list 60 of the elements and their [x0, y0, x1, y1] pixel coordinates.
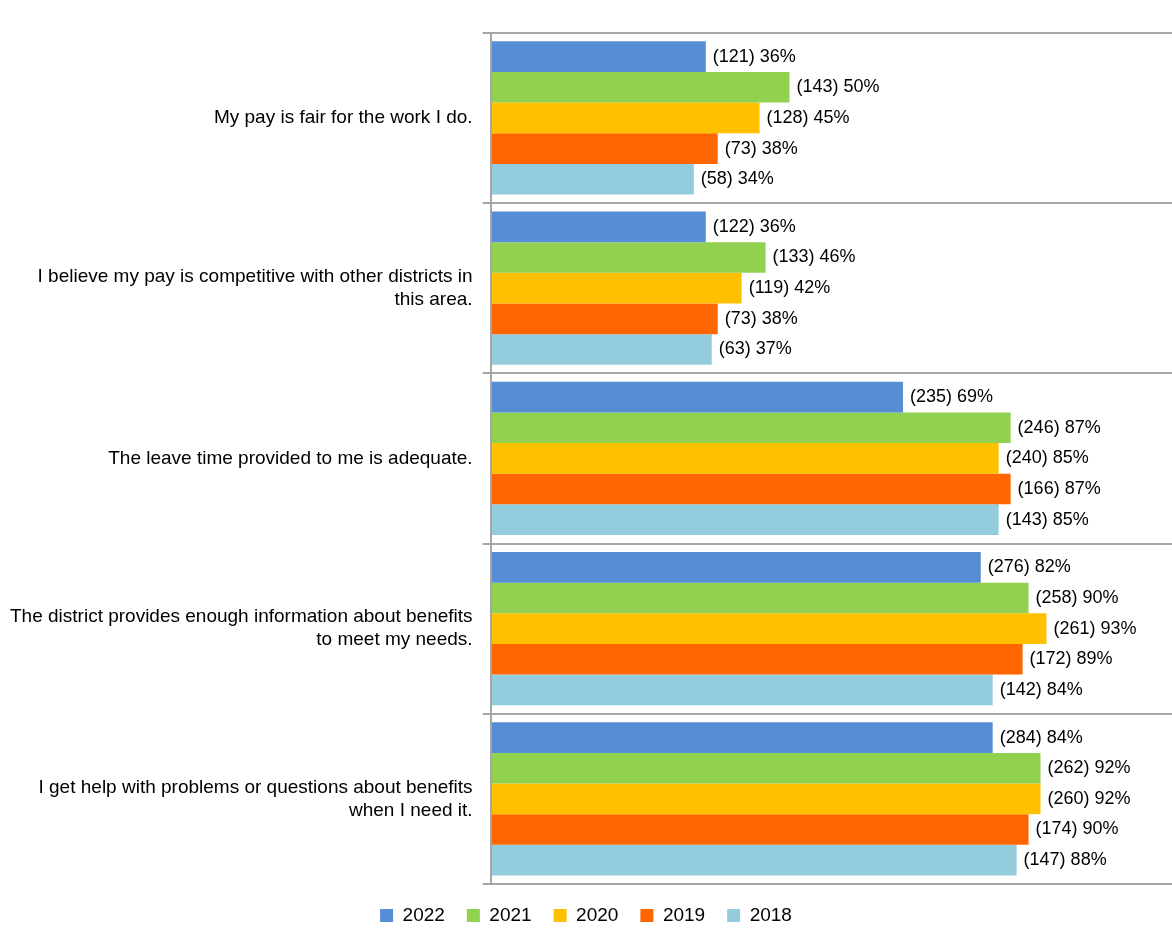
data-label: (58) 34%	[700, 168, 774, 189]
data-label: (258) 90%	[1035, 586, 1119, 607]
bar	[490, 303, 718, 335]
data-label: (246) 87%	[1017, 416, 1101, 437]
bar	[490, 163, 694, 195]
bar	[490, 443, 999, 474]
data-label: (73) 38%	[724, 307, 798, 328]
bar	[490, 412, 1011, 444]
data-label: (121) 36%	[712, 45, 796, 66]
bar	[490, 133, 718, 164]
y-tick-label: My pay is fair for the work I do.	[213, 106, 473, 128]
bar	[490, 552, 981, 583]
bar	[490, 211, 706, 243]
legend-label: 2018	[749, 903, 792, 925]
data-label: (147) 88%	[1023, 849, 1107, 870]
legend-label: 2019	[662, 903, 706, 925]
data-label: (122) 36%	[712, 215, 796, 236]
bar	[490, 613, 1047, 644]
bar	[490, 41, 706, 72]
data-label: (73) 38%	[724, 137, 798, 158]
data-label: (284) 84%	[999, 726, 1083, 747]
data-label: (240) 85%	[1005, 447, 1089, 468]
data-label: (133) 46%	[772, 246, 856, 267]
data-label: (143) 85%	[1005, 508, 1089, 529]
bar	[490, 814, 1029, 845]
data-label: (235) 69%	[910, 386, 994, 407]
y-tick-label: The district provides enough information about benefits to meet my needs.	[10, 605, 473, 650]
bar	[490, 334, 712, 365]
data-label: (172) 89%	[1029, 648, 1113, 669]
legend-label: 2022	[402, 903, 445, 925]
data-label: (262) 92%	[1047, 757, 1131, 778]
legend-label: 2020	[576, 903, 619, 925]
bar	[490, 674, 993, 706]
y-tick-label: I believe my pay is competitive with other districts in this area.	[37, 264, 473, 309]
bar	[490, 381, 904, 413]
y-tick-label: The leave time provided to me is adequate.	[108, 446, 473, 468]
bar	[490, 722, 993, 753]
bar	[490, 272, 742, 304]
bar	[490, 504, 999, 536]
bar	[490, 643, 1023, 675]
bar	[490, 752, 1041, 784]
data-label: (63) 37%	[718, 338, 792, 359]
data-label: (174) 90%	[1035, 818, 1119, 839]
data-label: (142) 84%	[999, 678, 1083, 699]
legend-label: 2021	[489, 903, 532, 925]
data-label: (276) 82%	[987, 556, 1071, 577]
data-label: (261) 93%	[1053, 617, 1137, 638]
data-label: (260) 92%	[1047, 787, 1131, 808]
bar	[490, 102, 760, 134]
bar	[490, 582, 1029, 614]
data-label: (166) 87%	[1017, 478, 1101, 499]
data-label: (128) 45%	[766, 106, 850, 127]
data-label: (143) 50%	[796, 76, 880, 97]
bar	[490, 71, 790, 103]
bar	[490, 783, 1041, 815]
bar	[490, 473, 1011, 505]
y-tick-label: I get help with problems or questions about benefits when I need it.	[38, 775, 473, 820]
bar	[490, 844, 1017, 876]
bar	[490, 242, 766, 273]
data-label: (119) 42%	[748, 277, 831, 298]
